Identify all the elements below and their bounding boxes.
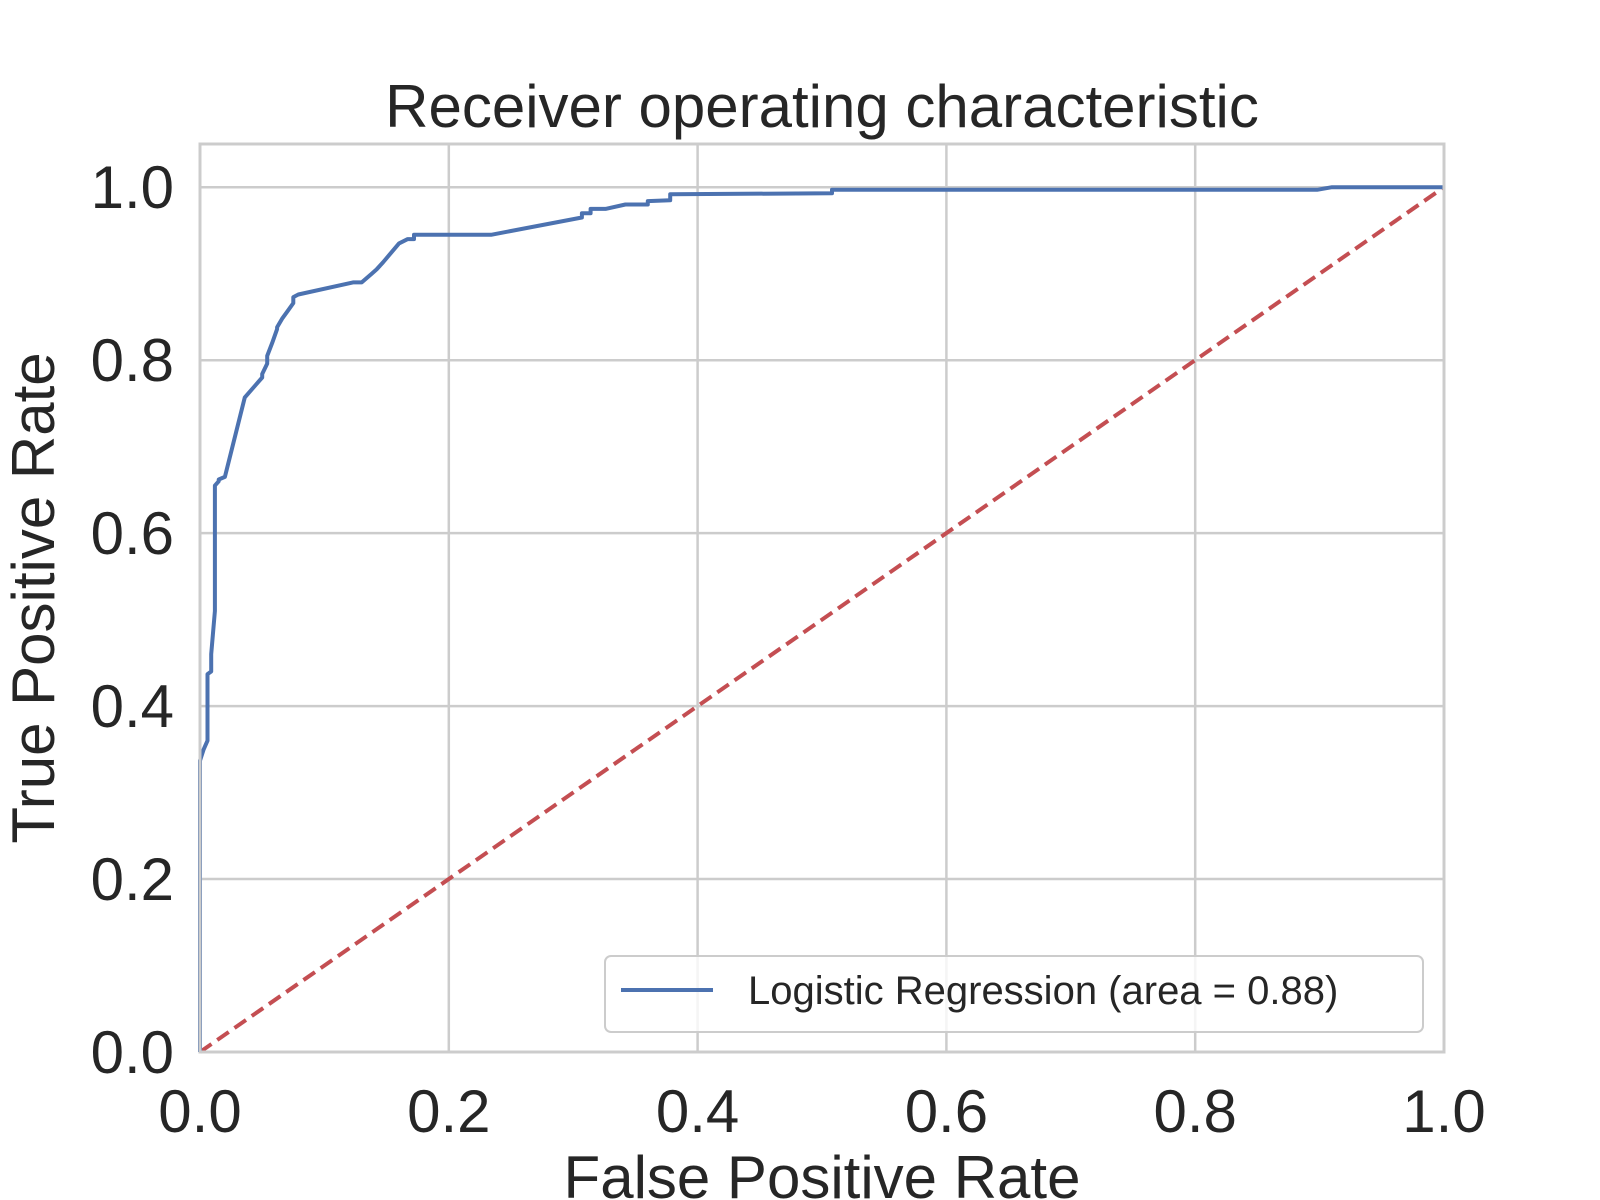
y-axis-label: True Positive Rate xyxy=(0,352,67,843)
x-tick-label: 1.0 xyxy=(1402,1078,1485,1145)
legend-box xyxy=(604,955,1424,1033)
y-tick-label: 0.6 xyxy=(91,500,174,567)
y-tick-label: 0.4 xyxy=(91,673,174,740)
y-tick-label: 0.2 xyxy=(91,846,174,913)
series-layer xyxy=(198,185,1446,1054)
y-tick-label: 1.0 xyxy=(91,154,174,221)
series-line-logistic-regression-area-0-88 xyxy=(198,185,1444,1052)
y-tick-label: 0.8 xyxy=(91,327,174,394)
x-tick-label: 0.4 xyxy=(656,1078,739,1145)
plot-frame xyxy=(198,142,1446,1054)
x-tick-label: 0.8 xyxy=(1153,1078,1236,1145)
series-line-chance xyxy=(198,185,1446,1054)
x-tick-label: 0.0 xyxy=(158,1078,241,1145)
x-tick-label: 0.6 xyxy=(905,1078,988,1145)
y-tick-label: 0.0 xyxy=(91,1019,174,1086)
x-tick-label: 0.2 xyxy=(407,1078,490,1145)
grid xyxy=(198,144,1446,1054)
x-axis-label: False Positive Rate xyxy=(564,1144,1081,1200)
x-tick-labels: 0.0 0.2 0.4 0.6 0.8 1.0 xyxy=(158,1078,1485,1145)
legend-label-logistic-regression: Logistic Regression (area = 0.88) xyxy=(748,969,1338,1013)
chart-title: Receiver operating characteristic xyxy=(385,73,1259,140)
legend: Logistic Regression (area = 0.88) xyxy=(604,955,1424,1033)
y-tick-labels: 0.0 0.2 0.4 0.6 0.8 1.0 xyxy=(91,154,174,1086)
